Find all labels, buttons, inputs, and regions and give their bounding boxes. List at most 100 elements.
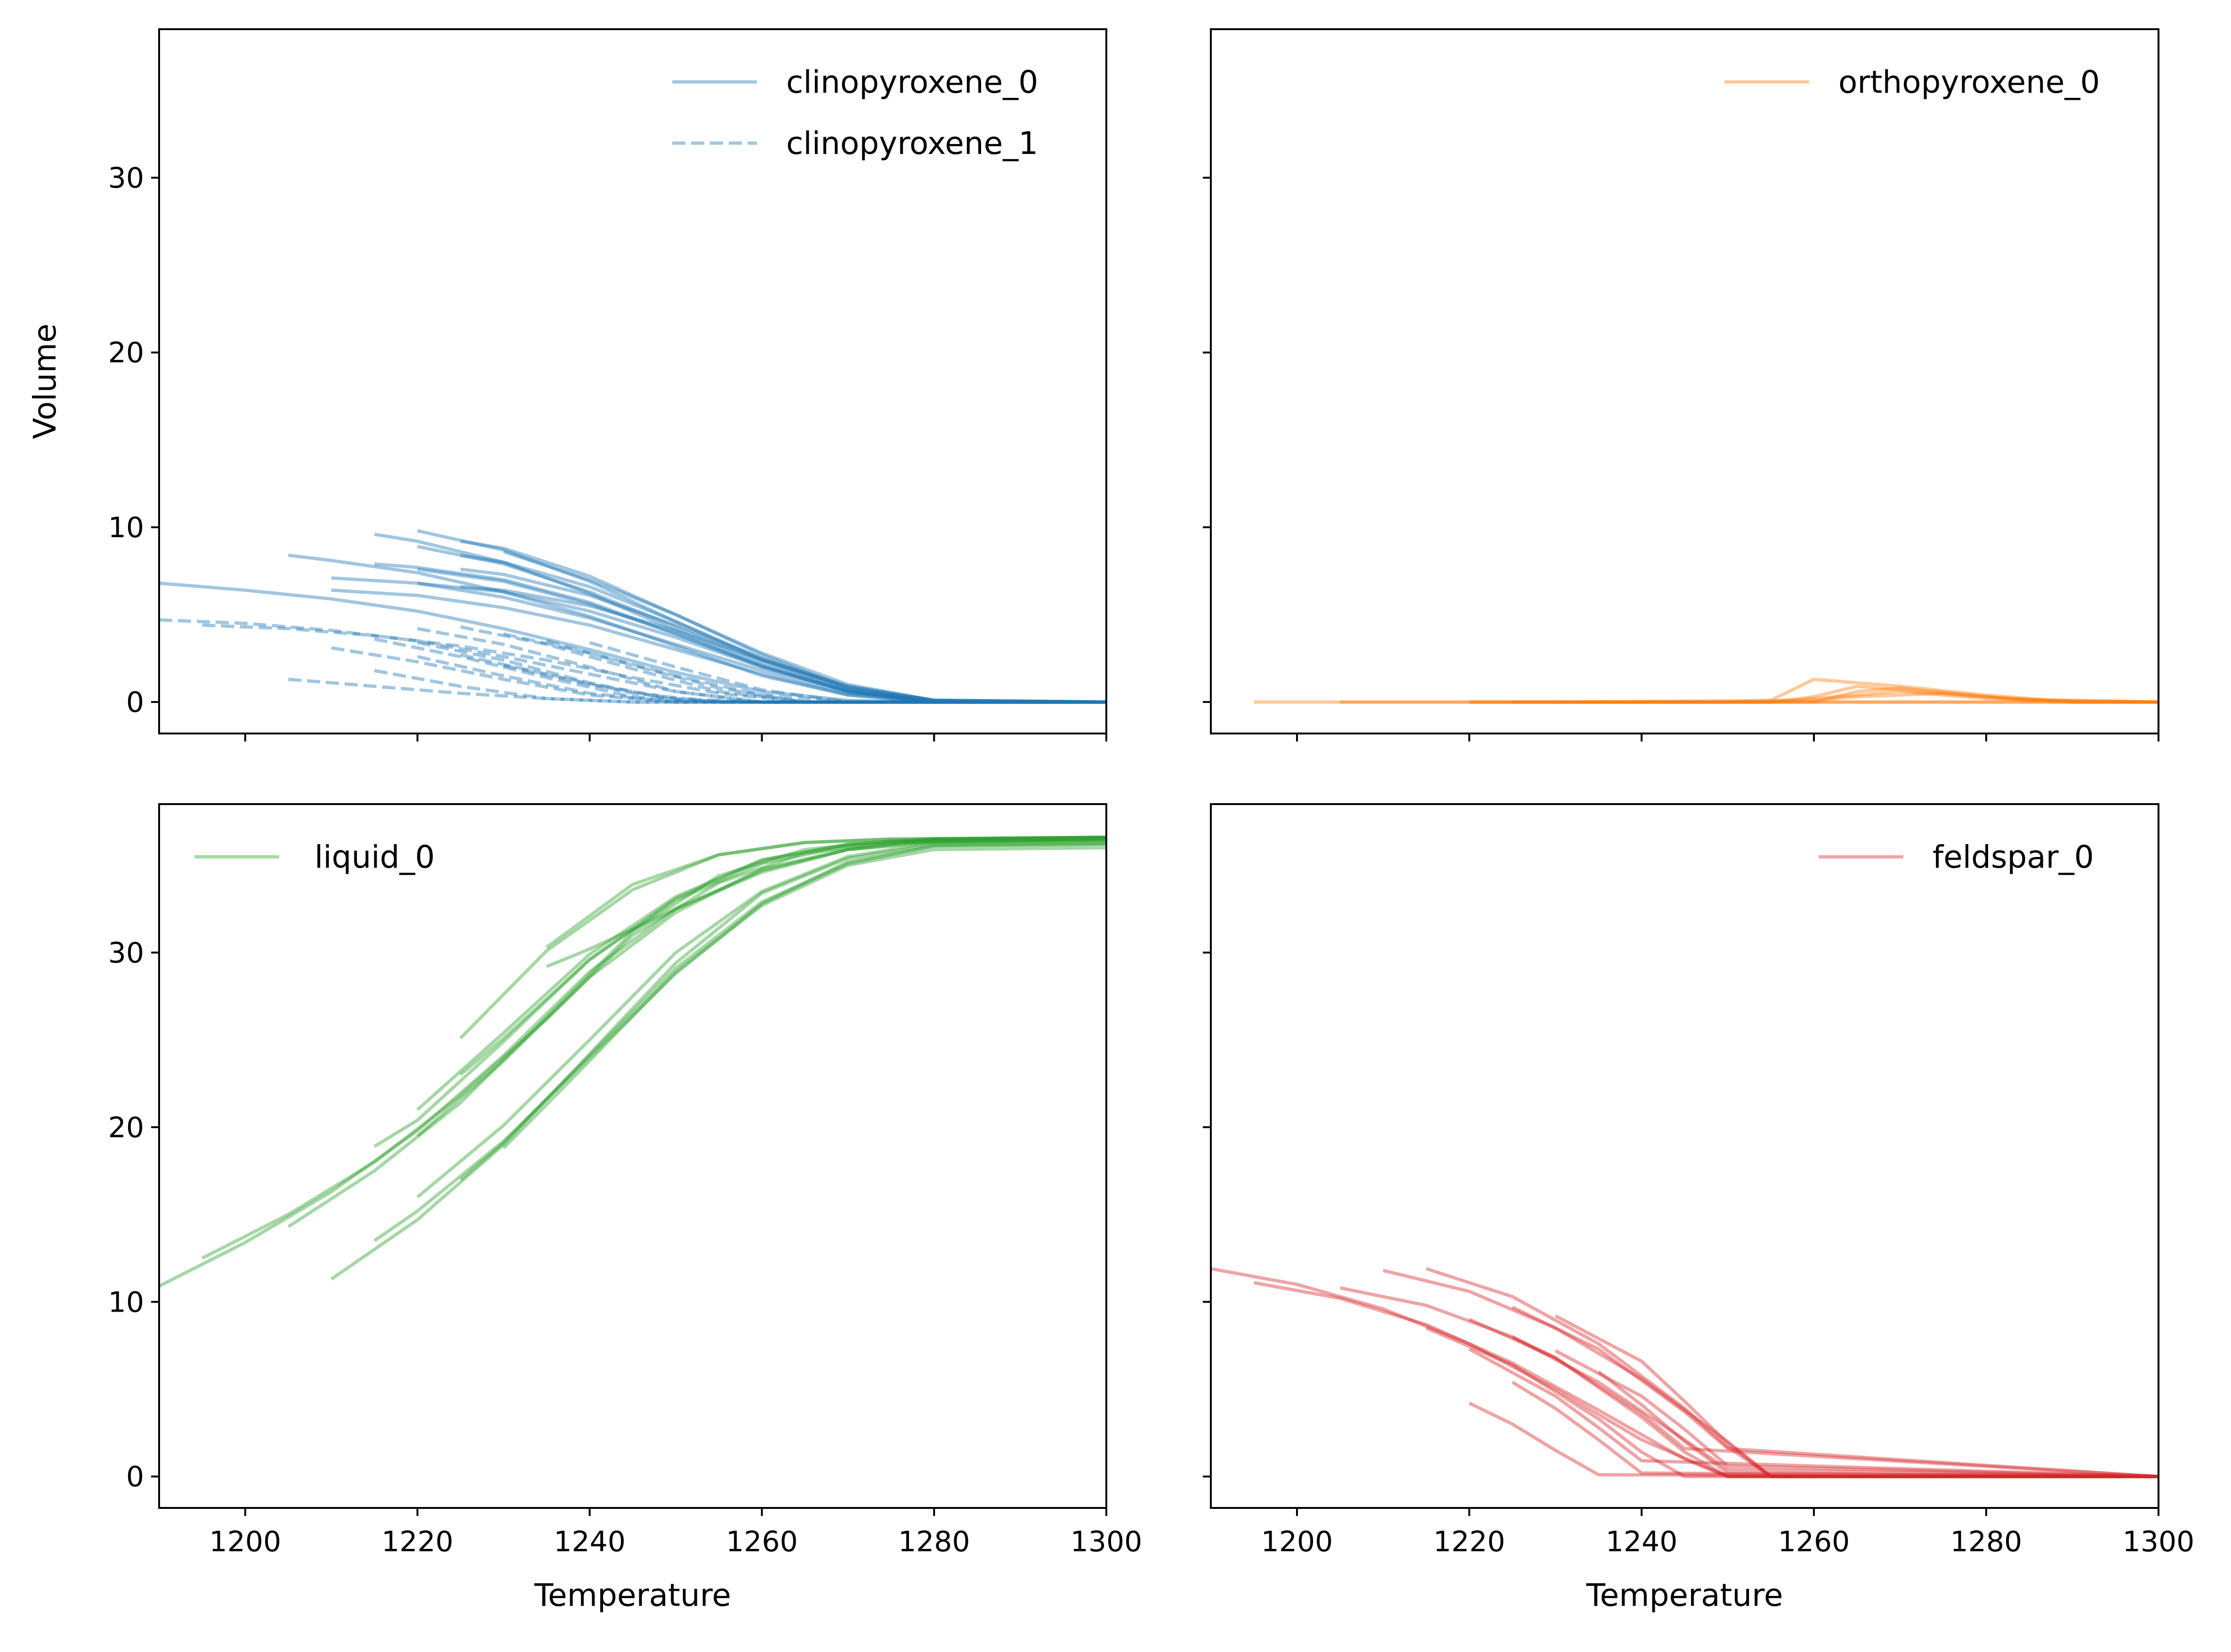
series-line-clinopyroxene_0-5	[460, 540, 1106, 704]
series-line-clinopyroxene_0-3	[417, 529, 1106, 704]
legend-label-liquid_0: liquid_0	[314, 839, 435, 875]
series-line-feldspar_0-3	[1383, 1269, 2159, 1478]
series-line-clinopyroxene_1-6	[417, 641, 1106, 704]
series-line-clinopyroxene_1-13	[589, 641, 1106, 704]
series-line-clinopyroxene_0-12	[417, 581, 1106, 704]
series-line-feldspar_0-4	[1426, 1267, 2159, 1478]
series-line-liquid_0-11	[502, 846, 1106, 1150]
x-tick-label: 1200	[209, 1525, 282, 1558]
series-line-clinopyroxene_0-4	[417, 545, 1106, 704]
series-line-liquid_0-3	[330, 841, 1106, 1281]
panel-bottom-right: 1200 1220 1240 1260 1280 1300 Temperature felds…	[1203, 803, 2195, 1613]
x-tick-label: 1280	[1950, 1525, 2022, 1558]
series-line-liquid_0-9	[459, 836, 1106, 1040]
plot-area	[159, 529, 1106, 704]
series-line-liquid_0-5	[373, 836, 1106, 1148]
y-tick-label: 30	[108, 162, 144, 195]
series-line-clinopyroxene_1-4	[374, 637, 1106, 704]
series-line-clinopyroxene_1-2	[288, 677, 1106, 704]
x-tick-label: 1260	[1778, 1525, 1850, 1558]
series-line-clinopyroxene_0-8	[331, 576, 1106, 704]
panel-top-left: 0102030Volumeclinopyroxene_0clinopyroxen…	[27, 28, 1107, 741]
y-tick-label: 0	[126, 686, 144, 719]
series-line-feldspar_0-11	[1597, 1370, 2159, 1478]
axes-frame	[158, 803, 1107, 1509]
series-line-feldspar_0-9	[1511, 1380, 2159, 1478]
legend: clinopyroxene_0 clinopyroxene_1	[672, 64, 1038, 161]
x-tick-label: 1240	[1606, 1525, 1678, 1558]
legend: liquid_0	[194, 839, 435, 875]
series-line-clinopyroxene_0-0	[159, 581, 1106, 704]
series-line-orthopyroxene_0-5	[1555, 692, 2159, 704]
series-line-clinopyroxene_1-3	[331, 646, 1106, 704]
series-line-clinopyroxene_0-7	[417, 567, 1106, 704]
y-tick-label: 30	[108, 936, 144, 969]
series-line-clinopyroxene_0-1	[288, 553, 1106, 704]
series-line-clinopyroxene_1-9	[503, 632, 1106, 704]
x-tick-label: 1300	[1071, 1525, 1143, 1558]
series-line-liquid_0-12	[546, 837, 1106, 968]
legend-label-clinopyroxene_1: clinopyroxene_1	[786, 125, 1038, 161]
y-tick-label: 10	[108, 1286, 144, 1319]
series-line-clinopyroxene_0-10	[460, 567, 1106, 704]
x-tick-label: 1220	[1434, 1525, 1506, 1558]
series-line-clinopyroxene_1-5	[417, 627, 1106, 704]
series-line-liquid_0-10	[459, 842, 1106, 1181]
series-line-liquid_0-8	[459, 837, 1106, 1076]
legend: feldspar_0	[1819, 839, 2094, 875]
series-line-liquid_0-4	[373, 842, 1106, 1242]
series-line-clinopyroxene_0-6	[460, 553, 1106, 704]
legend: orthopyroxene_0	[1724, 64, 2100, 100]
plot-area	[1254, 677, 2159, 704]
series-line-liquid_0-0	[159, 836, 1106, 1288]
x-tick-label: 1200	[1261, 1525, 1333, 1558]
y-axis-label: Volume	[27, 323, 63, 439]
series-line-clinopyroxene_1-8	[460, 653, 1106, 704]
series-line-clinopyroxene_1-12	[374, 669, 1106, 704]
series-line-feldspar_0-13	[1511, 1305, 2159, 1478]
axes-frame	[1210, 28, 2159, 734]
x-tick-label: 1280	[898, 1525, 970, 1558]
series-line-clinopyroxene_0-9	[331, 588, 1106, 704]
series-line-clinopyroxene_0-14	[374, 562, 1106, 704]
series-line-clinopyroxene_1-14	[417, 655, 1106, 704]
axes-frame	[158, 28, 1107, 734]
series-line-feldspar_0-0	[1211, 1267, 2159, 1478]
series-line-feldspar_0-12	[1468, 1402, 2159, 1478]
series-line-clinopyroxene_0-11	[503, 550, 1106, 704]
series-line-feldspar_0-5	[1426, 1326, 2159, 1478]
series-line-liquid_0-1	[201, 837, 1106, 1260]
plot-area	[159, 836, 1106, 1288]
series-line-orthopyroxene_0-4	[1512, 686, 2159, 704]
panel-top-right: orthopyroxene_0	[1203, 28, 2159, 741]
legend-label-feldspar_0: feldspar_0	[1933, 839, 2094, 875]
series-line-liquid_0-7	[416, 836, 1106, 1111]
series-line-feldspar_0-6	[1468, 1318, 2159, 1478]
series-line-feldspar_0-7	[1468, 1347, 2159, 1478]
y-tick-label: 10	[108, 511, 144, 544]
series-line-clinopyroxene_1-7	[460, 625, 1106, 704]
x-tick-label: 1300	[2123, 1525, 2195, 1558]
x-axis-label: Temperature	[1586, 1577, 1783, 1613]
legend-label-clinopyroxene_0: clinopyroxene_0	[786, 64, 1038, 100]
x-tick-label: 1260	[726, 1525, 798, 1558]
x-axis-label: Temperature	[534, 1577, 731, 1613]
axes-frame	[1210, 803, 2159, 1509]
series-line-feldspar_0-2	[1339, 1286, 2159, 1478]
series-line-orthopyroxene_0-6	[1512, 690, 2159, 704]
legend-label-orthopyroxene_0: orthopyroxene_0	[1838, 64, 2100, 100]
x-tick-label: 1240	[554, 1525, 626, 1558]
series-line-liquid_0-13	[546, 836, 1106, 949]
series-line-liquid_0-6	[416, 839, 1106, 1199]
series-line-clinopyroxene_0-2	[374, 532, 1106, 704]
panel-bottom-left: 1200 1220 1240 1260 1280 1300 0 10 20 30 Temperatu…	[108, 803, 1143, 1613]
series-line-feldspar_0-1	[1253, 1281, 2159, 1478]
series-line-clinopyroxene_1-10	[503, 663, 1106, 704]
series-line-orthopyroxene_0-3	[1469, 685, 2159, 704]
y-tick-label: 20	[108, 1111, 144, 1144]
y-tick-label: 0	[126, 1460, 144, 1493]
series-line-liquid_0-2	[287, 837, 1106, 1228]
series-line-feldspar_0-10	[1554, 1314, 2159, 1478]
series-line-feldspar_0-8	[1511, 1335, 2159, 1478]
